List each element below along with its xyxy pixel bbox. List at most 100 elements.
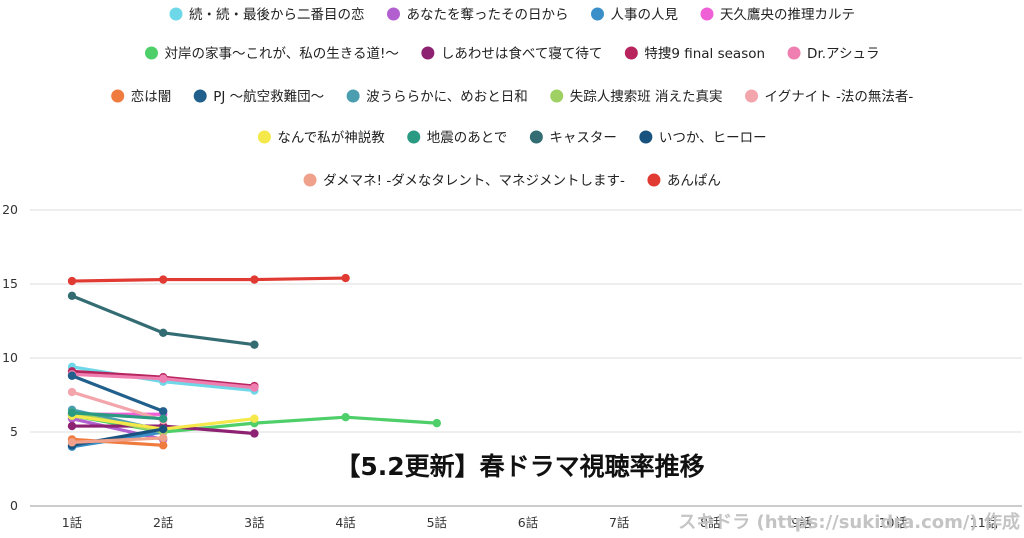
- series-10: [67, 371, 168, 416]
- y-tick-label: 5: [10, 424, 18, 439]
- legend-item: 失踪人捜索班 消えた真実: [550, 89, 723, 105]
- legend-label: キャスター: [549, 130, 617, 146]
- series-line: [70, 436, 165, 444]
- data-point: [250, 340, 259, 349]
- data-point: [67, 291, 77, 301]
- legend-swatch: [144, 46, 158, 60]
- data-point: [159, 275, 168, 284]
- legend-swatch: [169, 7, 183, 21]
- legend-label: 特捜9 final season: [644, 46, 765, 62]
- legend: 続・続・最後から二番目の恋 あなたを奪ったその日から 人事の人見 天久鷹央の推理カルテ…: [111, 6, 913, 189]
- data-point: [250, 383, 259, 392]
- legend-label: あなたを奪ったその日から: [407, 6, 569, 23]
- legend-label: しあわせは食べて寝て待て: [441, 45, 602, 62]
- data-point: [159, 441, 168, 450]
- legend-item: イグナイト -法の無法者-: [745, 89, 913, 105]
- legend-swatch: [787, 46, 801, 60]
- chart-title: 【5.2更新】春ドラマ視聴率推移: [335, 452, 704, 481]
- x-tick-label: 11話: [970, 515, 998, 530]
- legend-label: 続・続・最後から二番目の恋: [189, 6, 365, 23]
- legend-item: 波うららかに、めおと日和: [346, 89, 528, 105]
- y-tick-label: 20: [2, 202, 18, 217]
- gridlines: [30, 209, 1022, 507]
- legend-item: 天久鷹央の推理カルテ: [700, 7, 855, 23]
- legend-swatch: [639, 130, 653, 144]
- data-point: [159, 407, 168, 416]
- legend-label: あんぱん: [667, 173, 721, 189]
- data-point: [67, 387, 77, 397]
- series-line: [70, 294, 256, 347]
- legend-item: あんぱん: [647, 173, 721, 189]
- legend-swatch: [193, 89, 207, 103]
- legend-item: キャスター: [529, 130, 617, 146]
- legend-swatch: [257, 130, 271, 144]
- legend-label: ダメマネ! -ダメなタレント、マネジメントします-: [323, 173, 625, 189]
- data-point: [341, 413, 350, 422]
- legend-swatch: [407, 130, 421, 144]
- x-tick-label: 7話: [609, 515, 629, 530]
- data-point: [67, 421, 77, 431]
- legend-label: なんで私が神説教: [277, 130, 385, 146]
- legend-swatch: [550, 89, 564, 103]
- legend-swatch: [529, 130, 543, 144]
- legend-label: 恋は闇: [131, 88, 172, 105]
- legend-swatch: [387, 7, 400, 21]
- y-axis: 0 5 10 15 20: [2, 202, 18, 513]
- series-18: [67, 433, 168, 447]
- series-line: [70, 374, 165, 413]
- x-tick-label: 6話: [518, 515, 538, 530]
- watermark: スキドラ (https://sukidra.com/) 作成: [678, 511, 1020, 533]
- data-point: [67, 438, 77, 447]
- data-point: [67, 408, 77, 417]
- x-tick-label: 5話: [427, 515, 447, 530]
- legend-swatch: [647, 173, 661, 187]
- x-axis: 1話 2話 3話 4話 5話 6話 7話 8話 9話 10話 11話: [62, 515, 998, 530]
- legend-label: 人事の人見: [611, 7, 679, 23]
- series-group: [67, 273, 441, 451]
- legend-label: 天久鷹央の推理カルテ: [720, 7, 855, 23]
- x-tick-label: 1話: [62, 515, 82, 530]
- x-tick-label: 3話: [244, 515, 264, 530]
- data-point: [159, 414, 168, 423]
- legend-swatch: [303, 173, 317, 187]
- legend-item: 恋は闇: [111, 88, 171, 105]
- data-point: [159, 328, 168, 338]
- data-point: [250, 414, 259, 423]
- series-15: [67, 408, 168, 423]
- data-point: [159, 424, 168, 434]
- legend-item: 対岸の家事〜これが、私の生きる道!〜: [144, 45, 399, 62]
- legend-label: イグナイト -法の無法者-: [765, 89, 914, 105]
- legend-swatch: [624, 46, 638, 60]
- legend-label: 波うららかに、めおと日和: [366, 89, 528, 105]
- legend-swatch: [111, 89, 125, 103]
- x-tick-label: 2話: [153, 515, 173, 530]
- data-point: [159, 433, 168, 443]
- legend-item: なんで私が神説教: [257, 130, 385, 146]
- legend-item: いつか、ヒーロー: [639, 130, 767, 146]
- x-tick-label: 4話: [335, 515, 355, 530]
- data-point: [250, 275, 259, 284]
- legend-item: PJ 〜航空救難団〜: [193, 89, 324, 105]
- data-point: [432, 418, 441, 428]
- legend-item: 続・続・最後から二番目の恋: [169, 6, 365, 23]
- series-line: [70, 411, 165, 421]
- y-tick-label: 0: [10, 498, 18, 513]
- legend-label: いつか、ヒーロー: [659, 130, 767, 146]
- data-point: [67, 276, 77, 286]
- legend-label: 失踪人捜索班 消えた真実: [570, 89, 723, 105]
- legend-swatch: [591, 7, 604, 21]
- legend-swatch: [346, 89, 360, 103]
- series-line: [70, 276, 348, 283]
- data-point: [159, 374, 168, 383]
- legend-label: PJ 〜航空救難団〜: [213, 89, 324, 105]
- legend-swatch: [421, 46, 435, 60]
- legend-label: 対岸の家事〜これが、私の生きる道!〜: [164, 45, 398, 62]
- x-tick-label: 8話: [700, 515, 720, 530]
- legend-label: Dr.アシュラ: [807, 46, 879, 62]
- series-line: [70, 390, 165, 422]
- legend-swatch: [700, 7, 714, 21]
- legend-item: 人事の人見: [591, 7, 678, 23]
- data-point: [67, 371, 77, 380]
- y-tick-label: 10: [2, 350, 18, 365]
